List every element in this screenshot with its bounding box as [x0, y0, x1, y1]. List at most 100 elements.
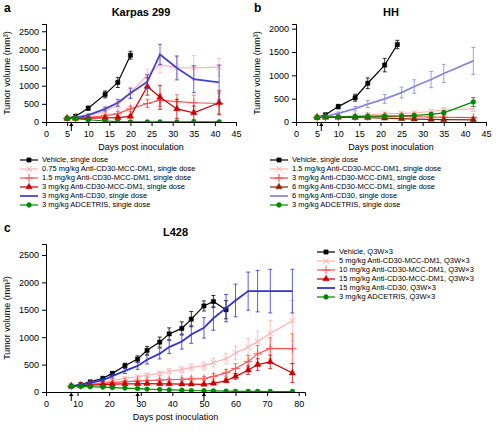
marker — [158, 120, 163, 122]
tick-label: 2000 — [19, 278, 39, 288]
panel: 05101520253035404505001000150020002500aK… — [2, 1, 242, 209]
legend-item: 3 mg/kg Anti-CD30-MCC-DM1, single dose — [270, 173, 435, 182]
axis-line — [47, 123, 237, 127]
y-axis: 05001000150020002500 — [19, 25, 47, 128]
series-line — [317, 45, 397, 118]
series-line — [71, 348, 292, 386]
tick-label: 2000 — [19, 45, 39, 55]
legend-item: 3 mg/kg Anti-CD30-MCC-DM1, single dose — [20, 182, 185, 191]
marker — [410, 112, 419, 121]
tick-label: 0 — [34, 117, 39, 127]
tick-mark — [172, 392, 173, 396]
legend: Vehicle, single dose0.75 mg/kg Anti-CD30… — [20, 155, 195, 209]
tick-label: 25 — [147, 129, 157, 139]
tick-mark — [42, 365, 46, 366]
tick-label: 60 — [231, 399, 241, 409]
error-bar — [442, 111, 446, 115]
marker — [103, 119, 108, 122]
error-bar — [145, 346, 149, 354]
legend-marker — [26, 166, 32, 172]
tick-mark — [67, 122, 68, 126]
legend-label: 1.5 mg/kg Anti-CD30-MCC-DM1, single dose — [42, 173, 191, 182]
marker — [211, 389, 216, 392]
marker — [216, 99, 222, 105]
tick-label: 20 — [126, 129, 136, 139]
marker — [166, 380, 172, 386]
marker — [134, 380, 140, 386]
tick-mark — [42, 122, 46, 123]
tick-mark — [130, 122, 131, 126]
x-axis-title: Days post inoculation — [98, 142, 184, 152]
tick-label: 40 — [460, 129, 470, 139]
marker — [180, 326, 184, 330]
tick-label: 10 — [84, 129, 94, 139]
tick-label: 80 — [294, 399, 304, 409]
marker — [289, 369, 295, 375]
tick: 1500 — [269, 47, 296, 57]
marker — [144, 380, 150, 386]
marker — [202, 304, 206, 308]
marker — [64, 115, 70, 121]
series-line — [71, 321, 292, 386]
marker — [245, 344, 251, 350]
marker — [352, 113, 358, 119]
tick: 1000 — [19, 81, 46, 91]
error-bar — [158, 337, 162, 347]
legend-label: 10 mg/kg Anti-CD30-MCC-DM1, Q3W×3 — [339, 265, 474, 274]
marker — [174, 120, 179, 122]
legend-label: Vehicle, single dose — [292, 155, 358, 164]
tick-mark — [42, 337, 46, 338]
tick: 35 — [189, 122, 199, 139]
tick-label: 1000 — [269, 71, 289, 81]
error-bar — [103, 91, 107, 98]
marker — [469, 113, 478, 122]
tick: 25 — [397, 122, 407, 139]
marker — [223, 356, 229, 362]
series — [65, 116, 222, 122]
marker — [191, 120, 196, 122]
error-bar — [110, 372, 114, 375]
marker — [222, 369, 231, 378]
tick: 500 — [274, 94, 296, 104]
legend-item: Vehicle, single dose — [270, 155, 358, 164]
tick: 40 — [460, 122, 470, 139]
marker — [64, 116, 70, 122]
marker — [73, 116, 78, 121]
x-axis: 051015202530354045 — [44, 122, 242, 139]
series — [315, 47, 475, 117]
tick: 30 — [168, 122, 178, 139]
tick-label: 5 — [65, 129, 70, 139]
error-bar — [202, 301, 206, 311]
marker — [353, 114, 358, 119]
marker — [189, 388, 194, 392]
marker — [189, 98, 198, 107]
tick: 2500 — [19, 250, 46, 260]
y-axis-title: Tumor volume (mm³) — [2, 276, 12, 360]
tick: 5 — [65, 122, 70, 139]
legend: Vehicle, single dose1.5 mg/kg Anti-CD30-… — [270, 155, 441, 209]
marker — [201, 381, 207, 387]
tick-label: 45 — [481, 129, 491, 139]
marker — [383, 63, 387, 67]
axis-line — [42, 25, 47, 123]
tick: 45 — [231, 122, 241, 139]
legend-item: 3 mg/kg ADCETRIS, Q3W×3 — [317, 292, 435, 301]
marker — [179, 380, 185, 386]
legend-item: Vehicle, single dose — [20, 155, 108, 164]
marker — [266, 344, 275, 353]
legend-label: 3 mg/kg Anti-CD30-MCC-DM1, single dose — [42, 182, 185, 191]
marker — [290, 389, 295, 392]
series-line — [71, 362, 292, 386]
panel-label: b — [254, 1, 261, 15]
plot-area — [67, 269, 297, 392]
tick-label: 15 — [355, 129, 365, 139]
marker — [366, 81, 370, 85]
legend-item: Vehicle, Q3W×3 — [317, 247, 393, 256]
error-bar — [123, 363, 127, 368]
series — [68, 300, 295, 389]
error-bar — [167, 328, 171, 340]
tick-mark — [402, 122, 403, 126]
title: Karpas 299 — [112, 6, 171, 18]
tick-label: 1500 — [19, 63, 39, 73]
tick-mark — [42, 86, 46, 87]
